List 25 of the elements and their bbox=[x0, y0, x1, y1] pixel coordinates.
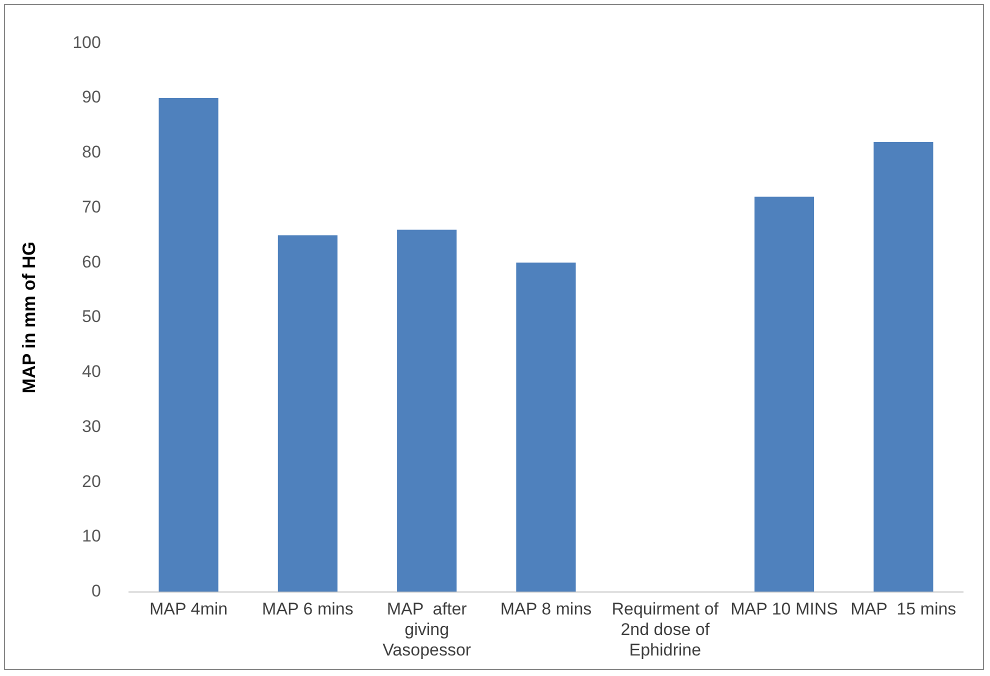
y-tick-label: 70 bbox=[82, 197, 101, 216]
y-tick-label: 20 bbox=[82, 472, 101, 491]
x-tick-label: MAP 6 mins bbox=[262, 600, 354, 619]
y-tick-label: 60 bbox=[82, 252, 101, 272]
x-tick-label: MAP 10 MINS bbox=[730, 600, 838, 619]
y-tick-label: 100 bbox=[72, 32, 101, 52]
bar bbox=[278, 235, 338, 592]
x-tick-label: MAP after giving Vasopessor bbox=[382, 600, 472, 660]
y-axis-title: MAP in mm of HG bbox=[18, 242, 39, 394]
y-tick-label: 0 bbox=[91, 581, 101, 600]
bar bbox=[516, 262, 576, 592]
bar bbox=[158, 98, 218, 592]
y-tick-label: 90 bbox=[82, 88, 101, 107]
y-tick-label: 80 bbox=[82, 142, 101, 162]
bar bbox=[874, 142, 934, 592]
x-tick-label: MAP 4min bbox=[149, 600, 228, 619]
y-tick-label: 50 bbox=[82, 307, 101, 326]
y-tick-label: 30 bbox=[82, 416, 101, 436]
y-tick-label: 40 bbox=[82, 362, 101, 382]
bar bbox=[397, 230, 457, 592]
y-tick-label: 10 bbox=[82, 526, 101, 546]
x-tick-label: MAP 8 mins bbox=[500, 600, 592, 619]
x-tick-label: MAP 15 mins bbox=[850, 600, 956, 619]
bar bbox=[754, 196, 814, 592]
x-tick-label: Requirment of 2nd dose of Ephidrine bbox=[612, 600, 719, 660]
